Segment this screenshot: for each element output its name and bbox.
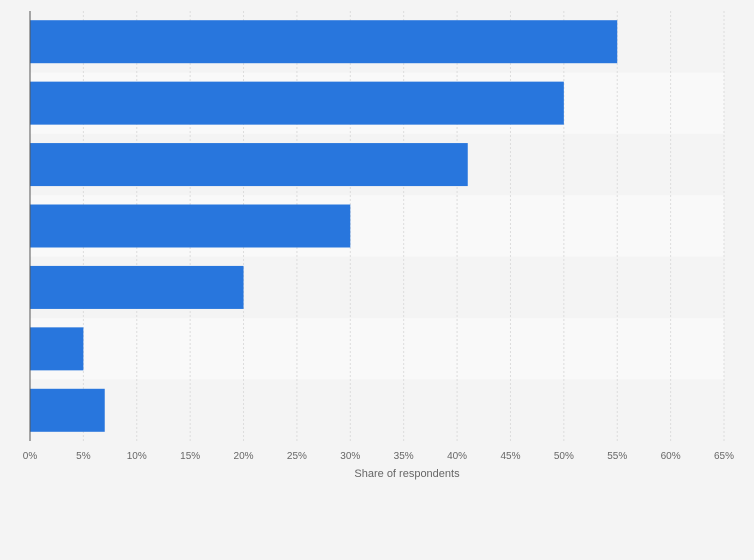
x-tick-label: 10% — [127, 451, 147, 462]
bar[interactable] — [30, 143, 468, 187]
x-tick-label: 5% — [76, 451, 91, 462]
row-band — [30, 379, 724, 441]
bar[interactable] — [30, 327, 84, 371]
x-tick-label: 30% — [340, 451, 360, 462]
x-tick-label: 65% — [714, 451, 734, 462]
x-tick-label: 20% — [234, 451, 254, 462]
bar[interactable] — [30, 81, 564, 125]
bar[interactable] — [30, 204, 351, 248]
bar[interactable] — [30, 388, 105, 432]
row-band — [30, 318, 724, 380]
x-tick-label: 60% — [661, 451, 681, 462]
x-axis-title: Share of respondents — [354, 468, 460, 480]
x-tick-label: 0% — [23, 451, 38, 462]
x-tick-labels: 0% 5% 10% 15% 20% 25% 30% 35% 40% 45% 50% 55% 60% 65% — [23, 451, 734, 462]
bars — [30, 20, 618, 432]
x-tick-label: 45% — [500, 451, 520, 462]
x-tick-label: 35% — [394, 451, 414, 462]
x-tick-label: 55% — [607, 451, 627, 462]
bar[interactable] — [30, 20, 618, 64]
x-tick-label: 25% — [287, 451, 307, 462]
x-tick-label: 15% — [180, 451, 200, 462]
x-tick-label: 40% — [447, 451, 467, 462]
bar[interactable] — [30, 265, 244, 309]
x-tick-label: 50% — [554, 451, 574, 462]
